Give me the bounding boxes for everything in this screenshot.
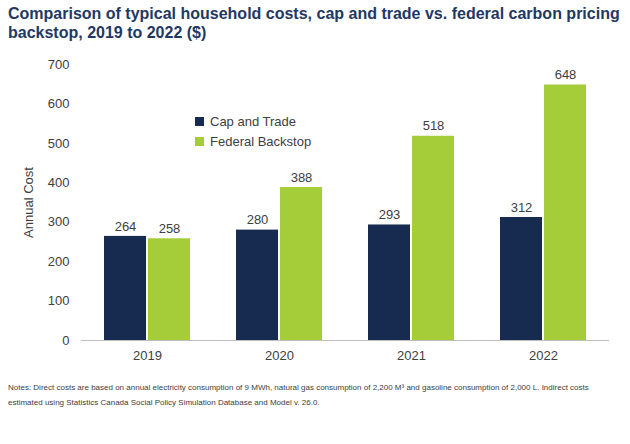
svg-text:2022: 2022 [529,348,558,363]
svg-text:2020: 2020 [265,348,294,363]
svg-text:312: 312 [511,200,533,215]
svg-text:293: 293 [379,207,401,222]
svg-text:518: 518 [423,118,445,133]
svg-text:100: 100 [48,293,70,308]
html-text:Comparison of typical househol: Comparison of typical household costs, c… [8,5,620,41]
html-text:Notes: Direct costs are based: Notes: Direct costs are based on annual … [8,383,589,407]
svg-text:300: 300 [48,214,70,229]
svg-text:700: 700 [48,57,70,72]
svg-text:500: 500 [48,136,70,151]
svg-text:2019: 2019 [133,348,162,363]
svg-text:600: 600 [48,96,70,111]
svg-text:0: 0 [62,333,69,348]
html-text:Federal Backstop: Federal Backstop [210,134,312,149]
svg-text:258: 258 [159,221,181,236]
svg-text:280: 280 [247,212,269,227]
svg-text:264: 264 [115,219,137,234]
svg-text:Annual Cost: Annual Cost [21,167,36,238]
html-text:Cap and Trade: Cap and Trade [210,114,296,129]
svg-text:388: 388 [291,170,313,185]
svg-text:200: 200 [48,254,70,269]
svg-text:400: 400 [48,175,70,190]
svg-text:2021: 2021 [397,348,426,363]
svg-text:648: 648 [555,67,577,82]
